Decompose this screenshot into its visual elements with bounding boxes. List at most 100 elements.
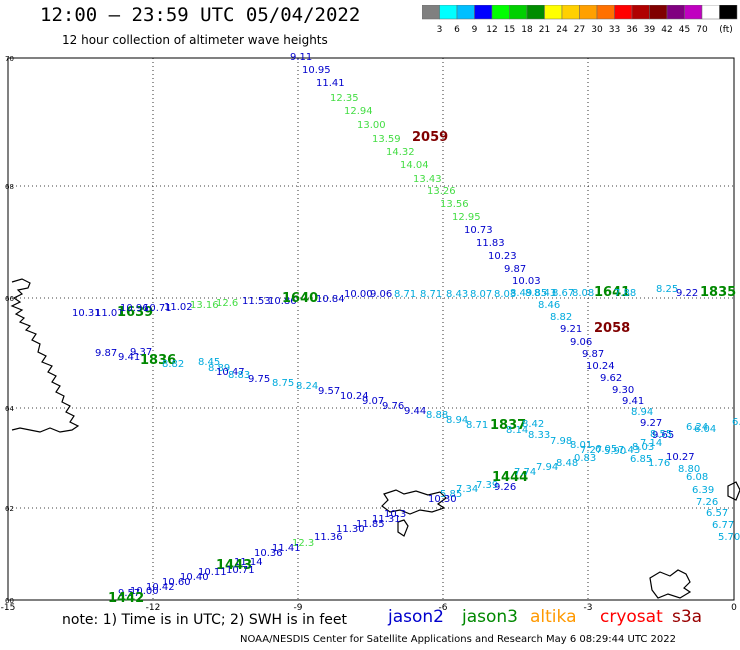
swh-value: 8.33	[528, 430, 550, 441]
swh-value: 8.49	[510, 288, 532, 299]
swh-value: 8.07	[470, 289, 492, 300]
swh-value: 8.94	[631, 407, 653, 418]
swh-value: 9.37	[130, 347, 152, 358]
swh-value: 13.59	[372, 134, 401, 145]
swh-value: 8.48	[556, 458, 578, 469]
swh-value: 10.03	[512, 276, 541, 287]
swh-value: 6.39	[692, 485, 714, 496]
swh-value: 8.71	[466, 420, 488, 431]
swh-value: 13.56	[440, 199, 469, 210]
legend-jason3: jason3	[462, 607, 518, 627]
swh-value: 9.76	[382, 401, 404, 412]
swh-value: 8.55	[650, 429, 672, 440]
swh-value: 10.24	[340, 391, 369, 402]
swh-value: 12.3	[292, 538, 314, 549]
swh-value: 10.24	[586, 361, 615, 372]
swh-value: 8.03	[632, 442, 654, 453]
swh-value: 9.22	[676, 288, 698, 299]
swh-value: 8.75	[272, 378, 294, 389]
swh-value: 8.08	[572, 288, 594, 299]
swh-value: 8.25	[656, 284, 678, 295]
swh-value: 5.70	[718, 532, 740, 543]
swh-value: 12.94	[344, 106, 373, 117]
swh-value: 10.00	[130, 586, 159, 597]
y-tick-label: 70	[5, 55, 14, 63]
x-tick-label: -6	[439, 603, 448, 613]
swh-value: 11.02	[164, 302, 193, 313]
swh-value: 8.42	[522, 419, 544, 430]
swh-value: 13.00	[357, 120, 386, 131]
swh-value: 9.57	[318, 386, 340, 397]
x-tick-label: -12	[146, 603, 161, 613]
swh-value: 9.87	[582, 349, 604, 360]
swh-value: 8.85	[525, 288, 547, 299]
swh-value: 10.31	[72, 308, 101, 319]
swh-value: 6.85	[630, 454, 652, 465]
swh-value: 7.94	[536, 462, 558, 473]
faroe-islands-coastline-small	[397, 519, 409, 537]
swh-value: 9.30	[612, 385, 634, 396]
swh-value: 11.53	[242, 296, 271, 307]
swh-value: 8.82	[550, 312, 572, 323]
swh-value: 7.43	[618, 445, 640, 456]
swh-value: 1.76	[648, 458, 670, 469]
swh-value: 7.88	[614, 288, 636, 299]
swh-value: 6.57	[706, 508, 728, 519]
swh-value: 12.95	[452, 212, 481, 223]
swh-value: 11.83	[476, 238, 505, 249]
swh-value: 8.88	[426, 410, 448, 421]
swh-value: 10.96	[120, 303, 149, 314]
swh-value: 11.36	[314, 532, 343, 543]
swh-value: 6.75	[732, 417, 740, 428]
swh-value: 8.67	[552, 288, 574, 299]
colorbar-label: 3	[437, 25, 443, 35]
swh-value: 11.30	[336, 524, 365, 535]
swh-value: 11.41	[316, 78, 345, 89]
legend-altika: altika	[530, 607, 577, 627]
x-tick-label: 0	[731, 603, 737, 613]
swh-value: 9.75	[248, 374, 270, 385]
swh-value: 12.35	[330, 93, 359, 104]
time-label: 1639	[117, 305, 153, 320]
swh-value: 7.34	[456, 484, 478, 495]
swh-value: 8.82	[162, 359, 184, 370]
page-subtitle: 12 hour collection of altimeter wave hei…	[62, 33, 328, 47]
swh-value: 14.04	[400, 160, 429, 171]
colorbar-label: 70	[696, 25, 708, 35]
swh-value: 9.65	[652, 430, 674, 441]
swh-value: 10.00	[344, 289, 373, 300]
swh-value: 8.24	[296, 381, 318, 392]
swh-value: 9.41	[118, 352, 140, 363]
swh-value: 10.27	[666, 452, 695, 463]
y-tick-label: 66	[5, 295, 14, 303]
swh-value: 8.03	[494, 289, 516, 300]
swh-value: 10.40	[180, 572, 209, 583]
legend-s3a: s3a	[672, 607, 703, 627]
swh-value: 10.71	[226, 565, 255, 576]
x-tick-label: -15	[1, 603, 16, 613]
footer-credit: NOAA/NESDIS Center for Satellite Applica…	[240, 634, 676, 645]
swh-value: 5.85	[440, 489, 462, 500]
swh-value: 9.06	[570, 337, 592, 348]
norway-coastline-east	[727, 481, 740, 501]
legend-jason2: jason2	[388, 607, 444, 627]
swh-value: 6.05	[595, 444, 617, 455]
swh-value: 9.26	[494, 482, 516, 493]
swh-value: 10.60	[162, 577, 191, 588]
swh-value: 8.01	[570, 440, 592, 451]
legend-cryosat: cryosat	[600, 607, 663, 627]
x-tick-label: -3	[584, 603, 593, 613]
swh-value: 9.62	[600, 373, 622, 384]
x-tick-label: -9	[294, 603, 303, 613]
swh-value: 9.44	[404, 406, 426, 417]
swh-value: 12.6	[216, 298, 238, 309]
swh-value: 9.11	[290, 52, 312, 63]
swh-value: 8.71	[394, 289, 416, 300]
time-label: 1641	[594, 285, 630, 300]
colorbar-label: 42	[661, 25, 672, 35]
swh-value: 11.85	[356, 519, 385, 530]
greenland-coastline	[10, 278, 80, 433]
swh-value: 6.77	[712, 520, 734, 531]
swh-value: 8.80	[678, 464, 700, 475]
time-label: 2058	[594, 321, 630, 336]
